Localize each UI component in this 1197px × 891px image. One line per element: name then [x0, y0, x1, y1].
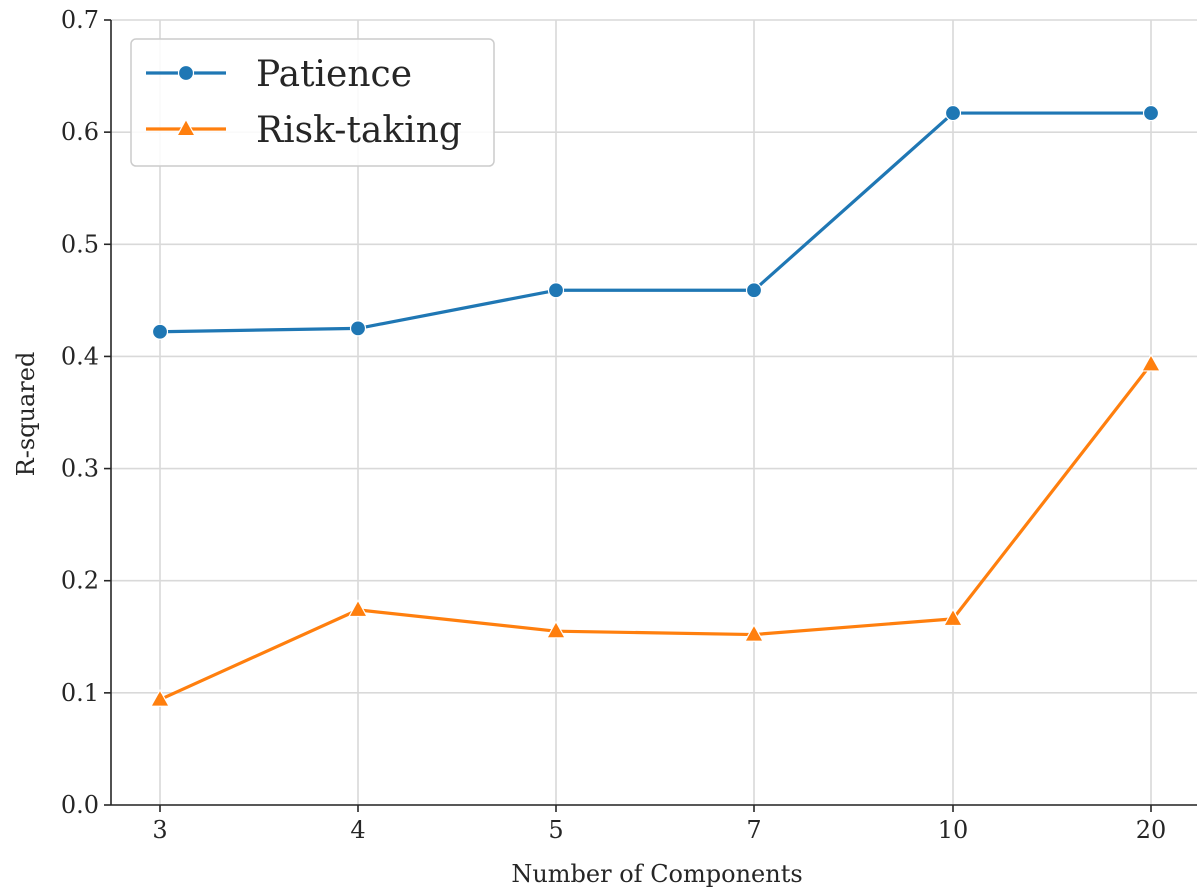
series-lines: [149, 104, 1162, 707]
data-point-risk-taking: [149, 688, 171, 707]
x-tick-label: 5: [548, 816, 563, 844]
data-point-patience: [349, 320, 367, 337]
legend-label-patience: Patience: [256, 54, 412, 95]
axes-spines: [110, 20, 1197, 806]
y-tick-label: 0.7: [61, 6, 99, 34]
y-axis-ticks: 0.0 0.1 0.2 0.3 0.4 0.5 0.6 0.7: [61, 6, 111, 819]
data-point-risk-taking: [347, 599, 369, 618]
y-tick-label: 0.5: [61, 230, 99, 258]
x-axis-label: Number of Components: [511, 860, 802, 888]
data-point-risk-taking: [743, 623, 765, 642]
y-tick-label: 0.6: [61, 118, 99, 146]
data-point-patience: [151, 323, 169, 340]
y-tick-label: 0.4: [61, 342, 99, 370]
legend-marker-patience: [177, 64, 195, 82]
series-risk-taking: [149, 353, 1162, 707]
y-tick-label: 0.3: [61, 455, 99, 483]
y-tick-label: 0.1: [61, 679, 99, 707]
data-point-risk-taking: [942, 608, 964, 627]
series-patience: [151, 104, 1160, 340]
series-line-risk-taking: [159, 363, 1153, 702]
legend-label-risk-taking: Risk-taking: [256, 110, 462, 151]
legend-box: [130, 38, 495, 167]
data-point-patience: [944, 104, 962, 122]
y-axis-label: R-squared: [12, 352, 40, 477]
legend: Patience Risk-taking: [130, 38, 495, 167]
legend-marker-risk-taking: [175, 118, 197, 137]
data-point-risk-taking: [1140, 353, 1162, 372]
x-tick-label: 20: [1136, 816, 1167, 844]
y-tick-label: 0.2: [61, 567, 99, 595]
x-axis-ticks: 3 4 5 7 10 20: [152, 805, 1166, 844]
x-tick-label: 3: [152, 816, 167, 844]
data-point-patience: [547, 282, 565, 299]
x-tick-label: 7: [746, 816, 761, 844]
data-point-patience: [745, 282, 763, 299]
grid-lines: [111, 19, 1197, 806]
x-tick-label: 10: [938, 816, 969, 844]
y-tick-label: 0.0: [61, 791, 99, 819]
series-line-patience: [159, 111, 1151, 334]
x-tick-label: 4: [350, 816, 365, 844]
data-point-risk-taking: [545, 620, 567, 639]
data-point-patience: [1142, 104, 1160, 122]
